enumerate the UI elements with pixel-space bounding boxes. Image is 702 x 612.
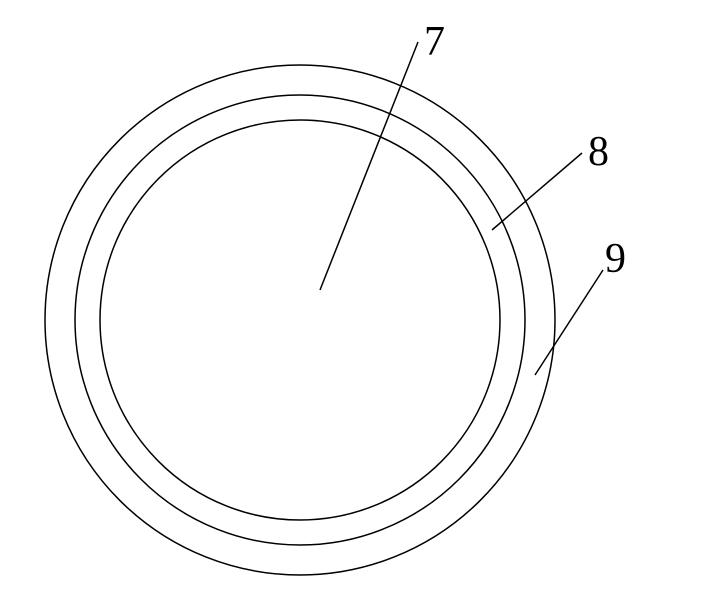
leader-line-8 — [492, 153, 582, 230]
circle-outer — [45, 65, 555, 575]
label-7: 7 — [424, 18, 445, 66]
label-8: 8 — [588, 128, 609, 176]
circle-inner — [100, 120, 500, 520]
leaders-group — [320, 42, 603, 375]
diagram-container: 7 8 9 — [0, 0, 702, 607]
leader-line-7 — [320, 42, 418, 290]
circle-middle — [75, 95, 525, 545]
circles-group — [45, 65, 555, 575]
label-9: 9 — [605, 235, 626, 283]
diagram-svg — [0, 0, 702, 607]
leader-line-9 — [535, 270, 603, 375]
